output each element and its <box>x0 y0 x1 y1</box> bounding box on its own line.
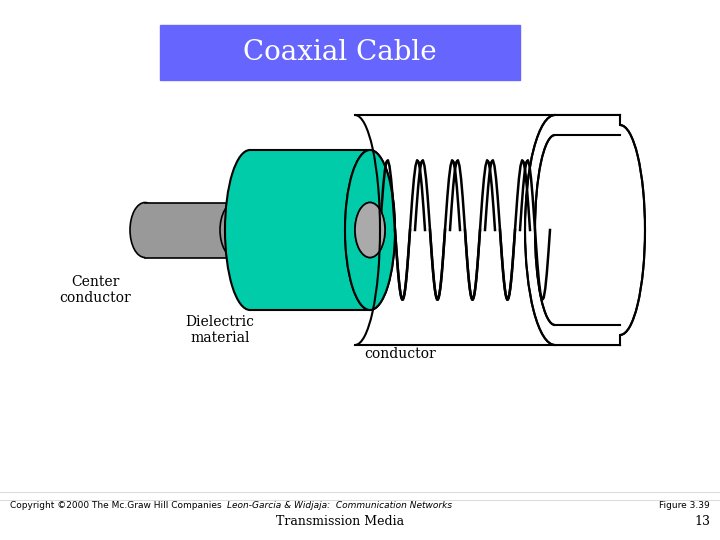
Text: Coaxial Cable: Coaxial Cable <box>243 39 437 66</box>
Text: Transmission Media: Transmission Media <box>276 515 404 528</box>
Bar <box>250 150 370 310</box>
Ellipse shape <box>355 202 385 258</box>
Text: Figure 3.39: Figure 3.39 <box>660 501 710 510</box>
Text: Leon-Garcia & Widjaja:  Communication Networks: Leon-Garcia & Widjaja: Communication Net… <box>228 501 453 510</box>
Ellipse shape <box>220 202 250 258</box>
FancyBboxPatch shape <box>160 25 520 80</box>
Ellipse shape <box>225 150 275 310</box>
Ellipse shape <box>130 202 160 258</box>
Ellipse shape <box>355 202 385 258</box>
Ellipse shape <box>345 150 395 310</box>
Bar <box>355 115 555 345</box>
Text: 13: 13 <box>694 515 710 528</box>
Text: Outer
cover: Outer cover <box>570 300 611 330</box>
Text: Dielectric
material: Dielectric material <box>186 315 254 345</box>
Ellipse shape <box>345 150 395 310</box>
Text: Braided
outer
conductor: Braided outer conductor <box>364 315 436 361</box>
Text: Center
conductor: Center conductor <box>59 275 131 305</box>
Text: Copyright ©2000 The Mc.Graw Hill Companies: Copyright ©2000 The Mc.Graw Hill Compani… <box>10 501 222 510</box>
Bar <box>145 202 235 258</box>
Bar <box>555 115 625 345</box>
